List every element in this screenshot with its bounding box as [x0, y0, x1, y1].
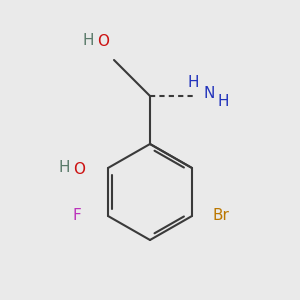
Text: O: O — [98, 34, 110, 50]
Text: H: H — [188, 75, 199, 90]
Text: H: H — [83, 33, 94, 48]
Text: N: N — [203, 85, 215, 100]
Text: H: H — [59, 160, 70, 175]
Text: Br: Br — [212, 208, 229, 224]
Text: H: H — [218, 94, 229, 110]
Text: O: O — [74, 162, 86, 177]
Text: F: F — [72, 208, 81, 224]
